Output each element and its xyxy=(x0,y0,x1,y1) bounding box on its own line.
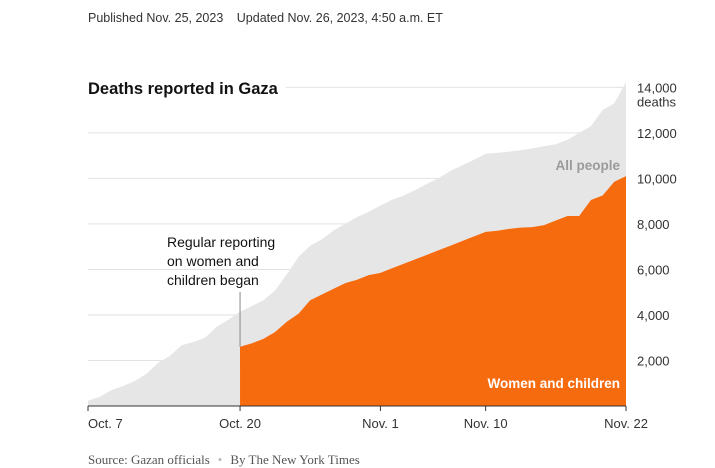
title-background xyxy=(86,76,286,100)
series-label-women-children: Women and children xyxy=(487,376,620,391)
y-axis-unit: deaths xyxy=(637,94,677,109)
x-tick-label: Nov. 10 xyxy=(464,416,508,431)
y-tick-label: 12,000 xyxy=(637,126,677,141)
y-tick-label: 4,000 xyxy=(637,308,670,323)
updated-date: Updated Nov. 26, 2023, 4:50 a.m. ET xyxy=(236,11,443,25)
x-tick-label: Oct. 20 xyxy=(219,416,261,431)
annotation-text-line: Regular reporting xyxy=(167,234,275,250)
byline: By The New York Times xyxy=(230,452,360,467)
source-note: Source: Gazan officials xyxy=(88,452,210,467)
area-women-children xyxy=(240,176,626,406)
y-axis: 2,000 4,000 6,000 8,000 10,000 12,000 14,000 xyxy=(637,80,677,368)
y-tick-label: 2,000 xyxy=(637,353,670,368)
x-tick-label: Nov. 22 xyxy=(604,416,648,431)
x-axis: Oct. 7 Oct. 20 Nov. 1 Nov. 10 Nov. 22 xyxy=(87,406,648,431)
y-tick-label: 10,000 xyxy=(637,171,677,186)
chart-title: Deaths reported in Gaza xyxy=(88,80,279,98)
footer: Source: Gazan officials • By The New York … xyxy=(88,452,360,468)
y-tick-label: 6,000 xyxy=(637,262,670,277)
separator-dot: • xyxy=(217,452,223,467)
y-tick-label: 14,000 xyxy=(637,80,677,95)
publication-info: Published Nov. 25, 2023 Updated Nov. 26,… xyxy=(88,11,453,25)
published-date: Published Nov. 25, 2023 xyxy=(88,11,224,25)
y-tick-label: 8,000 xyxy=(637,217,670,232)
series-label-all-people: All people xyxy=(555,158,620,173)
annotation: Regular reporting on women and children be… xyxy=(167,234,275,288)
x-tick-label: Nov. 1 xyxy=(362,416,399,431)
annotation-text-line: on women and xyxy=(167,253,259,269)
annotation-text-line: children began xyxy=(167,272,259,288)
x-tick-label: Oct. 7 xyxy=(88,416,123,431)
